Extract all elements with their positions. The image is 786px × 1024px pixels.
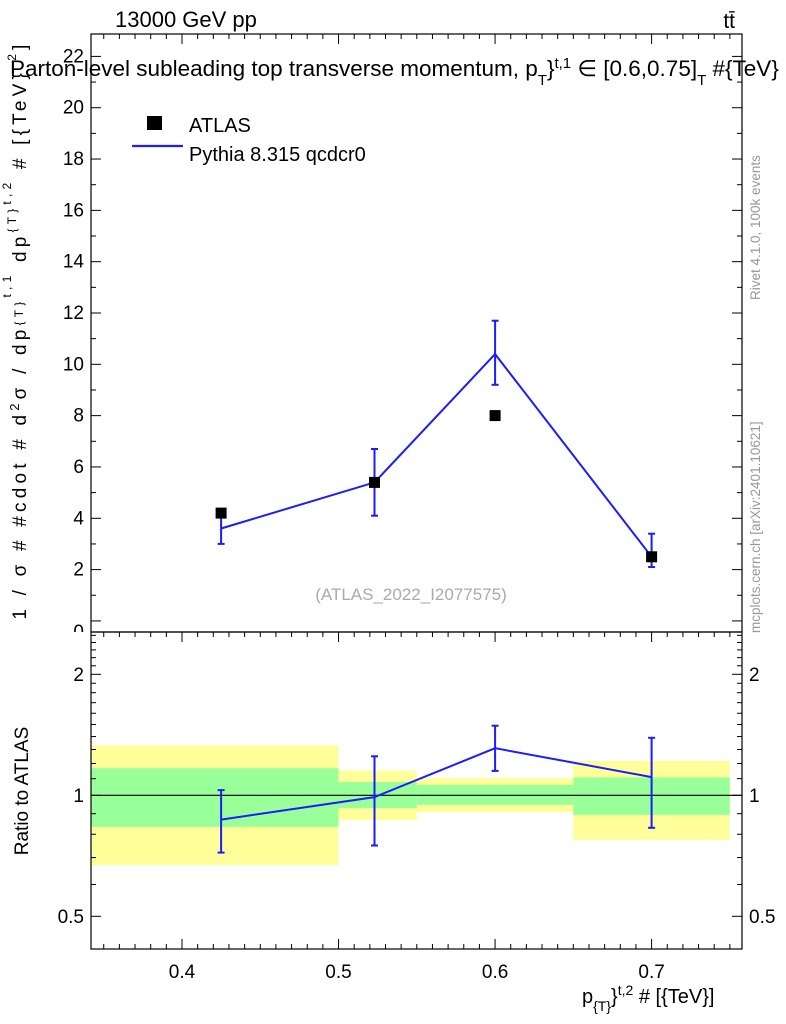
svg-text:tt̄: tt̄ [723, 10, 735, 33]
svg-text:0.5: 0.5 [325, 962, 351, 983]
svg-text:2: 2 [73, 665, 84, 686]
svg-text:16: 16 [63, 200, 84, 221]
svg-text:Rivet 4.1.0, 100k events: Rivet 4.1.0, 100k events [748, 155, 763, 300]
svg-text:4: 4 [73, 508, 84, 529]
svg-text:18: 18 [63, 149, 84, 170]
svg-text:8: 8 [73, 406, 84, 427]
svg-text:(ATLAS_2022_I2077575): (ATLAS_2022_I2077575) [315, 585, 507, 604]
svg-text:2: 2 [73, 560, 84, 581]
svg-text:6: 6 [73, 457, 84, 478]
svg-text:2: 2 [749, 665, 760, 686]
svg-text:14: 14 [63, 252, 85, 273]
svg-text:13000 GeV pp: 13000 GeV pp [115, 7, 257, 32]
svg-text:Pythia 8.315 qcdcr0: Pythia 8.315 qcdcr0 [189, 144, 366, 166]
svg-text:12: 12 [63, 303, 84, 324]
svg-text:mcplots.cern.ch [arXiv:2401.10: mcplots.cern.ch [arXiv:2401.10621] [748, 421, 763, 633]
svg-text:ATLAS: ATLAS [189, 115, 251, 137]
svg-text:0.6: 0.6 [482, 962, 508, 983]
svg-text:1: 1 [73, 786, 84, 807]
svg-text:0.4: 0.4 [169, 962, 196, 983]
svg-text:0.5: 0.5 [749, 907, 775, 928]
svg-text:10: 10 [63, 354, 84, 375]
svg-text:20: 20 [63, 98, 84, 119]
svg-text:Ratio to ATLAS: Ratio to ATLAS [12, 727, 33, 856]
svg-text:0.5: 0.5 [58, 907, 84, 928]
svg-text:1: 1 [749, 786, 760, 807]
svg-text:0.7: 0.7 [638, 962, 664, 983]
